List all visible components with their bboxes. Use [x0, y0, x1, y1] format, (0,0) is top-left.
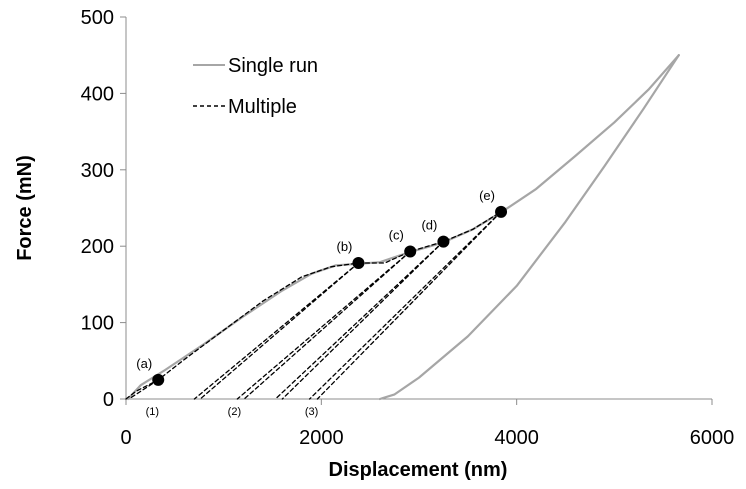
single-run-line-0: [126, 54, 680, 401]
y-tick-label: 200: [81, 236, 114, 258]
point-label: (d): [421, 218, 437, 233]
y-axis-title: Force (mN): [14, 155, 36, 261]
legend-label-single-run: Single run: [228, 55, 318, 77]
series-layer: [125, 54, 680, 401]
point-label: (e): [479, 188, 495, 203]
y-tick-label: 400: [81, 83, 114, 105]
cycle-label: (3): [305, 406, 318, 418]
marker-layer: (a) (b) (c) (d) (e): [136, 188, 508, 386]
x-tick-label: 2000: [299, 427, 344, 449]
y-tick-label: 500: [81, 7, 114, 29]
x-tick-label: 4000: [494, 427, 539, 449]
multiple-line-9: [316, 211, 502, 400]
multiple-line-3: [199, 262, 360, 400]
point-label: (c): [389, 228, 404, 243]
multiple-line-6: [274, 240, 445, 400]
cycle-label: (2): [228, 406, 241, 418]
x-tick-label: 6000: [690, 427, 735, 449]
data-point: [495, 205, 508, 218]
y-tick-label: 300: [81, 160, 114, 182]
y-tick-label: 0: [103, 389, 114, 411]
axes: 0 100 200 300 400 500 0 2000 4000 6000: [81, 7, 735, 449]
data-point: [352, 257, 365, 270]
multiple-line-8: [308, 211, 502, 400]
cycle-label: (1): [146, 406, 159, 418]
x-tick-label: 0: [120, 427, 131, 449]
point-label: (a): [136, 356, 152, 371]
legend-label-multiple: Multiple: [228, 96, 297, 118]
multiple-line-7: [281, 240, 445, 400]
label-layer: (1) (2) (3): [146, 406, 319, 418]
legend: Single run Multiple: [193, 55, 318, 118]
data-point: [404, 245, 417, 258]
data-point: [152, 373, 165, 386]
multiple-line-4: [236, 250, 411, 400]
multiple-line-5: [243, 250, 411, 400]
y-tick-label: 100: [81, 313, 114, 335]
single-run-line-1: [378, 54, 680, 401]
x-axis-title: Displacement (nm): [329, 459, 508, 481]
multiple-line-1: [128, 379, 159, 400]
data-point: [437, 235, 450, 248]
point-label: (b): [337, 239, 353, 254]
